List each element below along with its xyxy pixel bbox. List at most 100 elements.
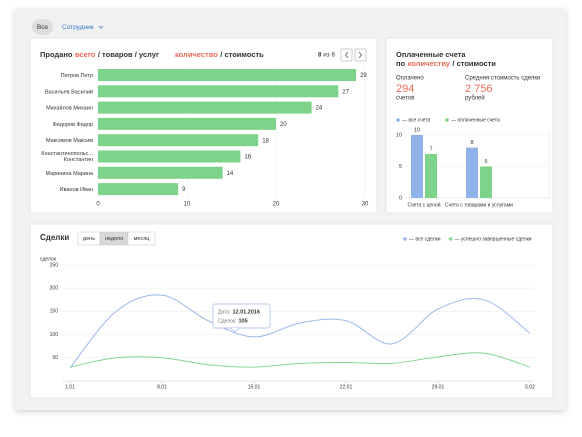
tooltip [212, 303, 271, 329]
x-tick-label: 15.01 [248, 384, 261, 390]
period-label[interactable]: неделя [105, 236, 123, 242]
pager-button[interactable] [354, 48, 367, 62]
title: / товаров / услуг [98, 50, 159, 59]
y-tick-label: 150 [50, 309, 59, 315]
bar [480, 166, 492, 198]
tooltip-pointer [230, 327, 240, 333]
measure-toggle: / стоимость [220, 50, 264, 59]
legend-dot [403, 237, 407, 241]
legend-dot [445, 118, 449, 122]
value-label: 7 [429, 146, 432, 152]
y-tick-label: 5 [399, 164, 402, 170]
bar [98, 134, 259, 147]
x-tick-label: 8.01 [157, 384, 167, 390]
stat-unit: счетов [396, 96, 414, 102]
bar [98, 85, 339, 98]
value-label: 8 [470, 140, 473, 146]
stat-label: Средняя стоимость сделки [465, 76, 540, 82]
category-label: Васильев Василий [45, 88, 93, 95]
tooltip-date: 12.01.2016 [232, 309, 260, 315]
bar [98, 150, 241, 163]
stat-unit: рублей [465, 95, 485, 102]
y-tick-label: 200 [50, 286, 59, 292]
pager-arrow [344, 51, 349, 59]
title: Оплаченные счета [396, 50, 466, 59]
filter-all-label[interactable]: Все [37, 24, 49, 31]
value-label: 20 [280, 122, 287, 128]
legend-label: — все счета [402, 117, 431, 123]
period-button[interactable] [127, 231, 156, 246]
value-label: 16 [244, 155, 251, 161]
value-label: 24 [316, 106, 323, 112]
bar [98, 166, 223, 179]
x-tick-label: Счета с ценой [408, 201, 441, 208]
bar [425, 153, 437, 198]
chevron [98, 25, 104, 29]
stat-value: 294 [396, 83, 414, 95]
bar [98, 69, 357, 81]
x-tick-label: 0 [96, 202, 100, 208]
line [69, 352, 531, 368]
bar [98, 101, 312, 114]
panel [29, 223, 554, 399]
subtitle: по [396, 59, 406, 68]
x-tick-label: 20 [273, 202, 280, 208]
category-label: Маринина Марина [46, 171, 94, 177]
value-label: 27 [342, 89, 349, 95]
title: Сделки [40, 233, 69, 242]
category-label: Максимов Максим [46, 138, 93, 144]
value-label: 18 [262, 138, 269, 144]
y-tick-label: 250 [50, 262, 59, 268]
value-label: 9 [182, 187, 186, 193]
x-tick-label: 10 [184, 202, 191, 208]
stat-label: Оплачено [396, 76, 424, 82]
stat-value: 2 756 [465, 83, 493, 95]
category-label: Иванов Иван [60, 187, 93, 193]
pager: из [323, 53, 329, 59]
title: Продано [40, 50, 73, 59]
y-tick-label: 0 [399, 195, 402, 201]
x-tick-label: 22.01 [340, 384, 353, 390]
pager: 8 [331, 53, 335, 59]
x-tick-label: 30 [362, 202, 369, 208]
measure-toggle: количество [175, 50, 218, 59]
legend-dot [396, 118, 400, 122]
bar [98, 117, 276, 130]
legend-label: — все сделки [409, 236, 441, 242]
pager-button[interactable] [340, 48, 353, 62]
filter-employee[interactable]: Сотрудник [62, 24, 94, 31]
bar [466, 147, 478, 198]
period-label[interactable]: день [83, 236, 95, 242]
tooltip-date: Дата: [218, 309, 230, 315]
x-tick-label: 5.02 [525, 384, 535, 390]
filter-all[interactable] [32, 19, 53, 35]
subtitle: / стоимости [452, 59, 496, 68]
y-tick-label: 100 [50, 332, 59, 338]
value-label: 10 [414, 127, 420, 133]
subtitle: количеству [408, 59, 451, 68]
x-tick-label: Счета с товарами и услугами [445, 202, 513, 208]
category-label: Федоров Федор [53, 122, 93, 128]
legend-label: — успешно завершенные сделки [455, 236, 532, 242]
title: всего [75, 50, 96, 59]
bar [98, 183, 179, 196]
value-label: 29 [360, 73, 367, 79]
y-tick-label: 50 [52, 355, 58, 361]
value-label: 14 [227, 171, 234, 177]
period-label[interactable]: месяц [134, 236, 151, 242]
category-label: Константинопольс... Константин [41, 151, 93, 163]
x-tick-label: 29.01 [432, 384, 445, 390]
value-label: 5 [484, 159, 487, 165]
legend-dot [448, 237, 453, 241]
y-tick-label: 10 [396, 132, 402, 138]
y-axis-label: сделок [40, 256, 57, 262]
bar [411, 135, 423, 198]
pager-arrow [358, 51, 363, 59]
line [69, 294, 531, 369]
x-tick-label: 1.01 [65, 384, 75, 390]
legend-label: — оплаченные счета [451, 117, 500, 123]
tooltip-count: Сделок: [218, 318, 236, 324]
category-label: Петров Петр [61, 73, 93, 79]
